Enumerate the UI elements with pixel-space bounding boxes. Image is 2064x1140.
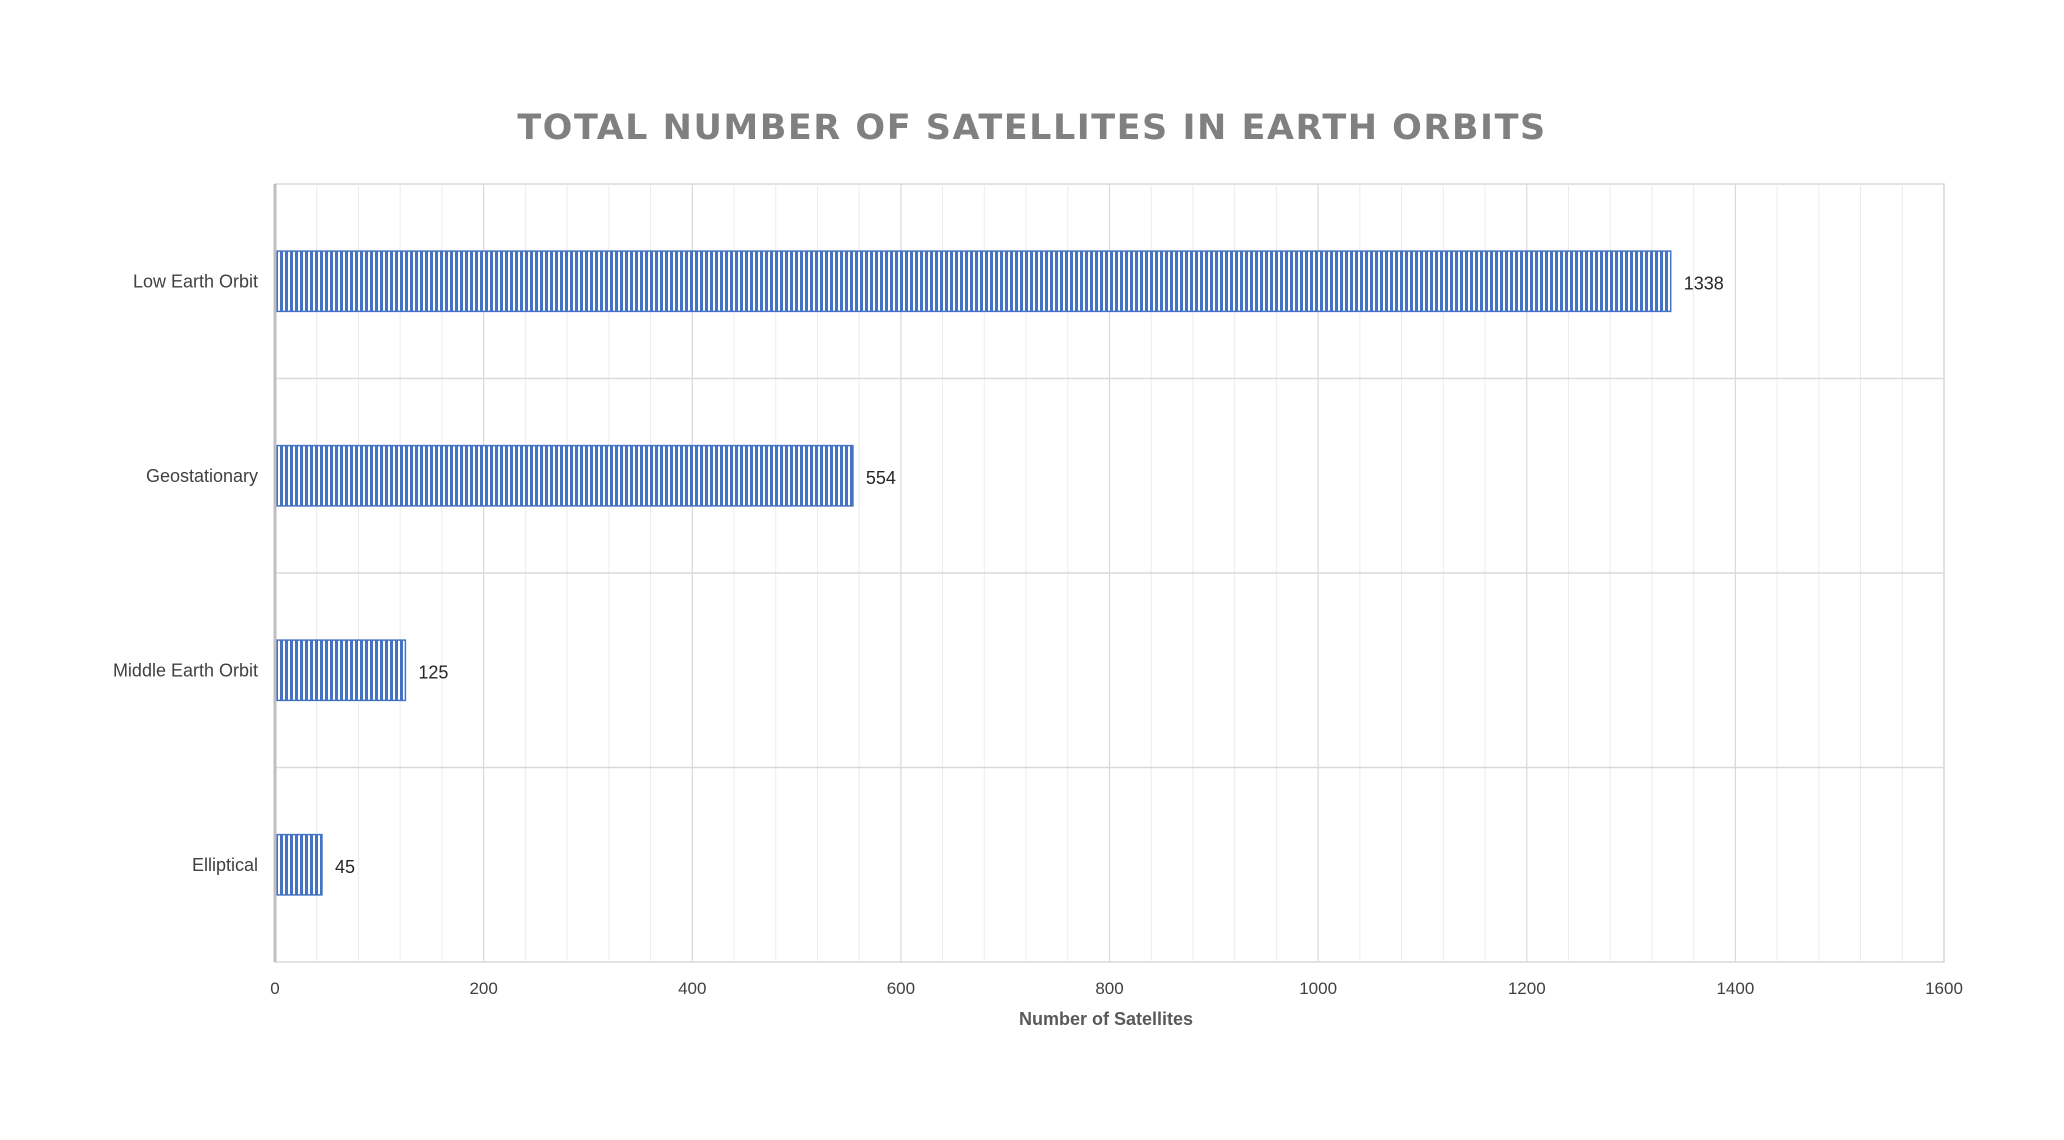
- x-tick-label: 200: [469, 979, 497, 998]
- category-label: Elliptical: [192, 855, 258, 875]
- category-labels: Low Earth Orbit Geostationary Middle Earth…: [113, 271, 258, 875]
- data-label: 125: [418, 662, 448, 682]
- x-tick-label: 1200: [1508, 979, 1546, 998]
- x-axis-ticks: 0 200 400 600 800 1000 1200 1400 1600: [270, 979, 1963, 998]
- data-label: 1338: [1684, 273, 1724, 293]
- x-tick-label: 600: [887, 979, 915, 998]
- major-gridlines: [275, 184, 1945, 962]
- category-label: Middle Earth Orbit: [113, 660, 258, 680]
- bar: [274, 639, 407, 702]
- x-axis-title: Number of Satellites: [1019, 1009, 1193, 1029]
- x-tick-label: 1600: [1925, 979, 1963, 998]
- x-tick-label: 1000: [1299, 979, 1337, 998]
- x-tick-label: 0: [270, 979, 279, 998]
- x-tick-label: 800: [1095, 979, 1123, 998]
- data-labels: 1338 554 125 45: [335, 273, 1724, 877]
- chart-title: TOTAL NUMBER OF SATELLITES IN EARTH ORBI…: [517, 108, 1547, 148]
- bar: [274, 250, 1672, 313]
- category-label: Low Earth Orbit: [133, 271, 258, 291]
- bar: [274, 833, 323, 896]
- data-label: 45: [335, 857, 355, 877]
- x-tick-label: 400: [678, 979, 706, 998]
- data-label: 554: [866, 468, 896, 488]
- category-label: Geostationary: [146, 466, 258, 486]
- x-tick-label: 1400: [1716, 979, 1754, 998]
- bar: [274, 444, 854, 507]
